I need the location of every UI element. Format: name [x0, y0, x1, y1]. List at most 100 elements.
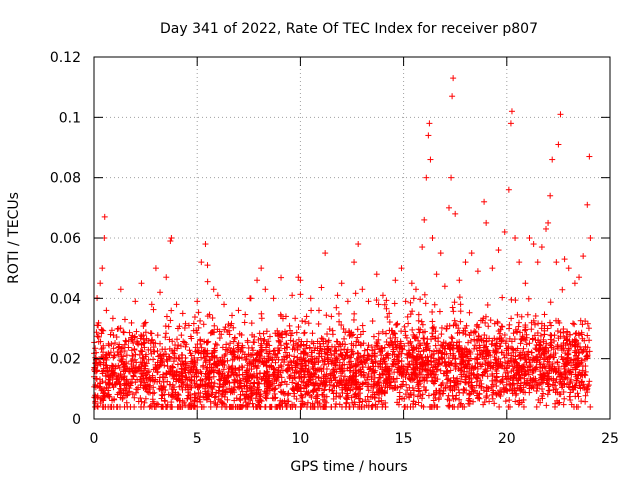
data-point — [571, 280, 578, 287]
data-point — [506, 380, 513, 387]
data-point — [373, 297, 380, 304]
data-point — [195, 309, 202, 316]
data-point — [587, 403, 594, 410]
x-tick-label: 25 — [601, 431, 619, 447]
data-point — [315, 307, 322, 314]
data-point — [338, 280, 345, 287]
data-point — [177, 343, 184, 350]
data-point — [212, 340, 219, 347]
data-point — [371, 369, 378, 376]
data-point — [587, 235, 594, 241]
data-point — [412, 286, 419, 293]
data-point — [272, 359, 279, 366]
data-point — [149, 336, 156, 343]
data-point — [198, 259, 205, 266]
data-point — [449, 304, 456, 311]
data-point — [401, 323, 408, 330]
data-point — [305, 320, 312, 327]
data-point — [131, 403, 138, 410]
data-point — [423, 174, 430, 181]
data-point — [493, 383, 500, 390]
data-point — [137, 347, 144, 354]
data-point — [324, 330, 331, 337]
data-point — [167, 238, 174, 245]
data-point — [186, 347, 193, 354]
data-point — [163, 356, 170, 363]
data-point — [178, 332, 185, 339]
data-point — [278, 389, 285, 396]
data-point — [533, 388, 540, 395]
data-point — [429, 235, 436, 241]
data-point — [481, 332, 488, 339]
data-point — [354, 349, 361, 356]
data-point — [214, 292, 221, 299]
data-point — [555, 141, 562, 148]
x-axis-label: GPS time / hours — [290, 459, 407, 475]
data-point — [154, 332, 161, 339]
data-point — [216, 335, 223, 342]
y-tick-label: 0.02 — [50, 352, 81, 368]
data-point — [417, 342, 424, 349]
data-point — [586, 378, 593, 385]
data-point — [415, 326, 422, 333]
data-point — [150, 306, 157, 313]
data-point — [263, 328, 270, 335]
data-point — [561, 256, 568, 263]
y-tick-label: 0.06 — [50, 231, 81, 247]
data-point — [584, 201, 591, 208]
data-point — [518, 313, 525, 320]
data-point — [438, 324, 445, 331]
data-point — [523, 341, 530, 348]
data-point — [421, 216, 428, 223]
data-point — [407, 311, 414, 318]
data-point — [571, 321, 578, 328]
data-point — [512, 392, 519, 399]
data-point — [537, 332, 544, 339]
data-point — [524, 311, 531, 318]
data-point — [532, 312, 539, 319]
data-point — [129, 391, 136, 398]
y-tick-label: 0.1 — [59, 110, 81, 126]
data-point — [323, 312, 330, 319]
data-point — [520, 403, 527, 410]
data-point — [248, 320, 255, 327]
data-point — [419, 244, 426, 251]
data-point — [433, 271, 440, 278]
data-point — [549, 156, 556, 163]
data-point — [547, 299, 554, 306]
data-point — [456, 277, 463, 284]
data-point — [279, 334, 286, 341]
data-point — [211, 380, 218, 387]
data-point — [398, 358, 405, 365]
data-point — [506, 321, 513, 328]
data-point — [538, 244, 545, 251]
data-point — [561, 395, 568, 402]
data-point — [525, 295, 532, 302]
data-point — [407, 299, 414, 306]
data-point — [409, 326, 416, 333]
data-point — [207, 403, 214, 410]
data-point — [312, 373, 319, 380]
data-point — [211, 394, 218, 401]
data-point — [520, 345, 527, 352]
data-point — [401, 403, 408, 410]
data-point — [508, 315, 515, 322]
data-point — [373, 271, 380, 278]
data-point — [161, 397, 168, 404]
data-point — [585, 325, 592, 332]
data-point — [512, 297, 519, 304]
data-point — [114, 325, 121, 332]
data-point — [137, 403, 144, 410]
data-point — [164, 378, 171, 385]
data-point — [415, 311, 422, 318]
data-point — [359, 322, 366, 329]
data-point — [429, 308, 436, 315]
data-point — [322, 250, 329, 257]
data-point — [569, 383, 576, 390]
data-point — [123, 352, 130, 359]
data-point — [307, 295, 314, 302]
data-point — [547, 192, 554, 199]
data-point — [505, 186, 512, 193]
data-point — [465, 397, 472, 404]
